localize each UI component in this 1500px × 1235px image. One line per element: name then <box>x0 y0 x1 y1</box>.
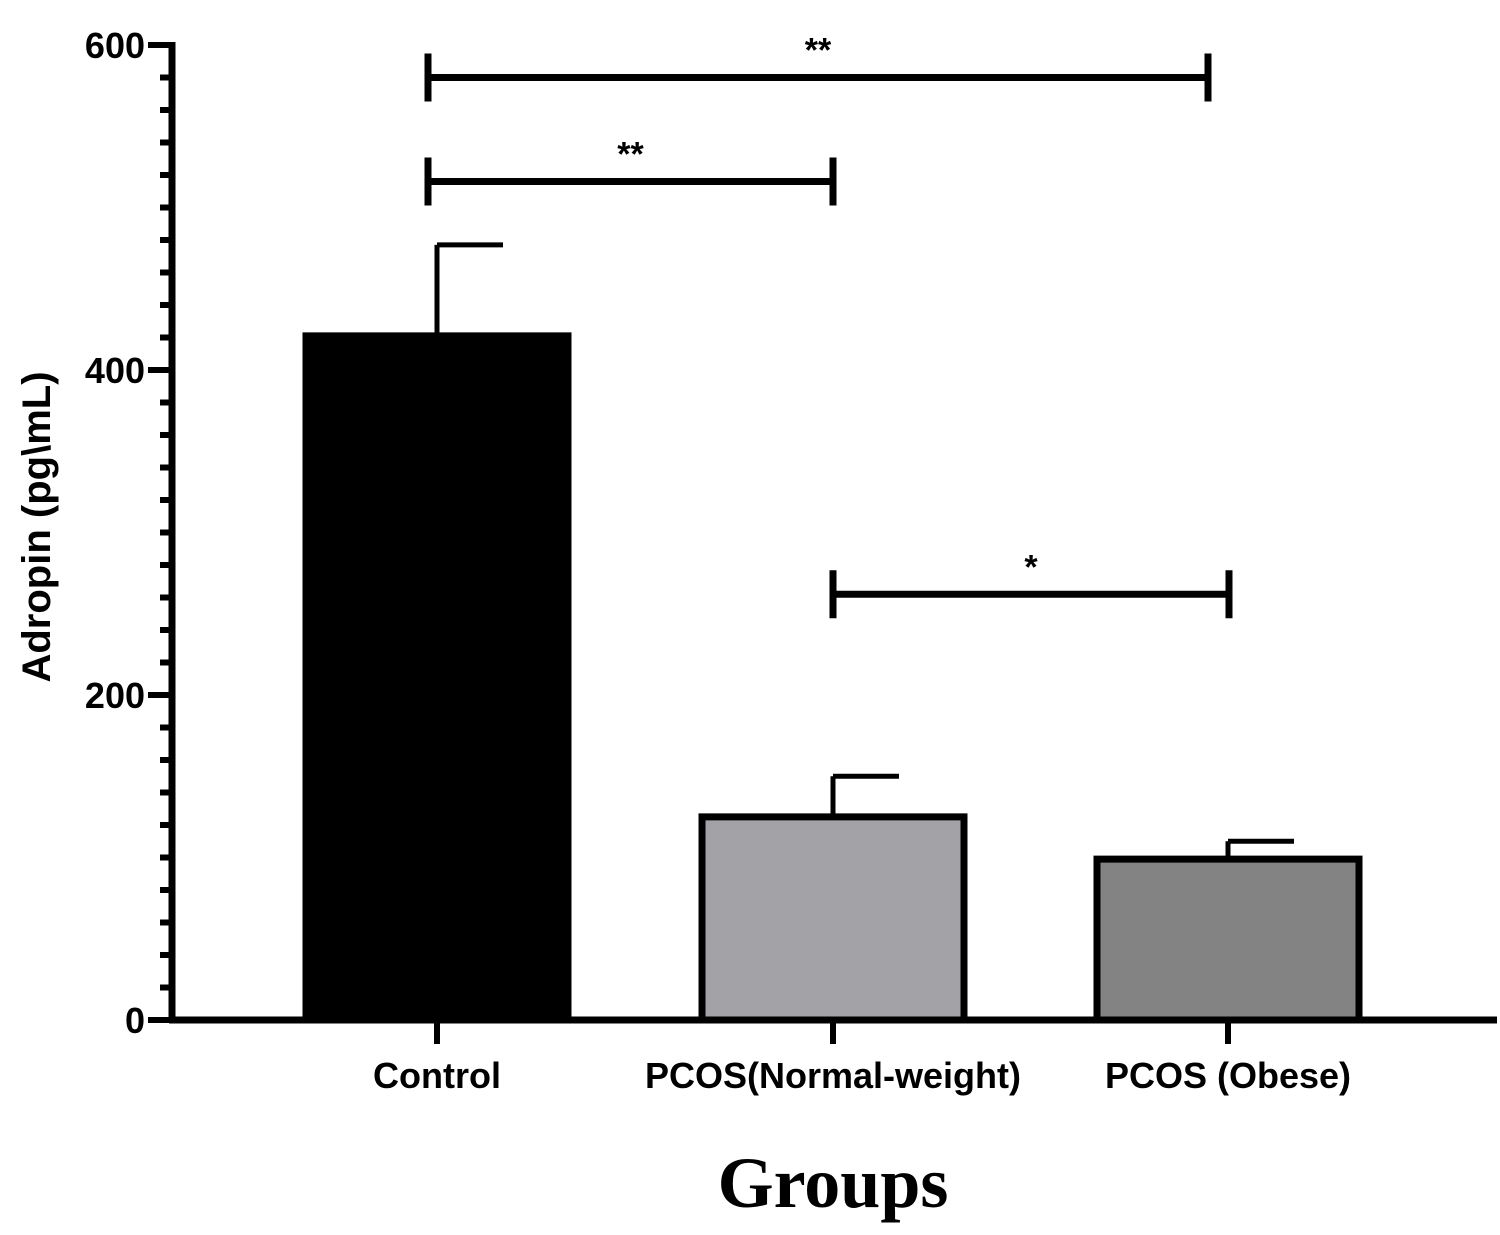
bar-3 <box>1093 855 1363 1024</box>
bar-2 <box>698 813 968 1024</box>
significance-label: ** <box>617 136 644 174</box>
significance-label: * <box>1024 548 1038 586</box>
category-label: Control <box>373 1055 501 1096</box>
error-bars <box>434 242 1294 860</box>
y-ticks: 0 200 400 600 <box>85 25 1231 1044</box>
significance-brackets: ***** <box>424 32 1233 619</box>
bar-1 <box>302 332 572 1024</box>
category-label: PCOS (Obese) <box>1105 1055 1351 1096</box>
y-tick-label: 200 <box>85 675 145 716</box>
category-labels: Control PCOS(Normal-weight) PCOS (Obese) <box>373 1055 1351 1096</box>
y-tick-label: 0 <box>125 1000 145 1041</box>
y-tick-label: 400 <box>85 350 145 391</box>
x-axis-label: Groups <box>718 1143 949 1223</box>
significance-label: ** <box>805 32 832 70</box>
y-tick-label: 600 <box>85 25 145 66</box>
bars <box>302 332 1363 1024</box>
y-axis-label: Adropin (pg\mL) <box>15 371 59 682</box>
category-label: PCOS(Normal-weight) <box>645 1055 1021 1096</box>
